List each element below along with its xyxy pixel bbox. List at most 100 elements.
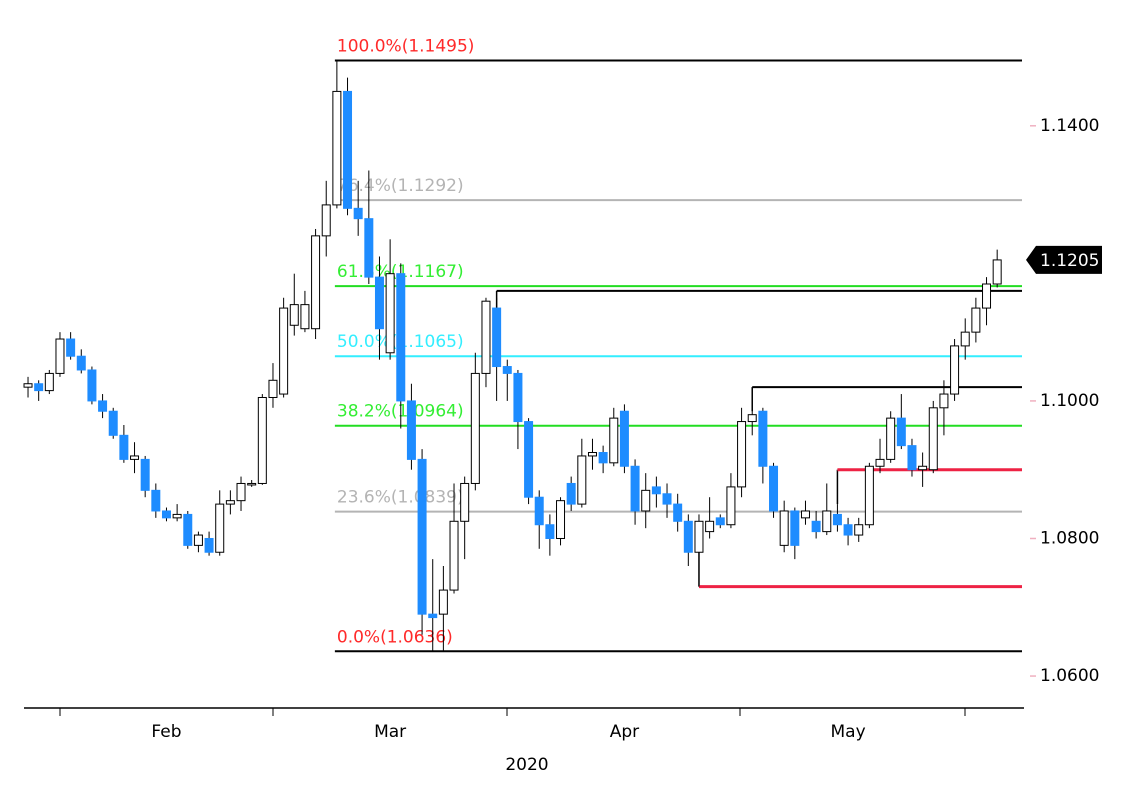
candle-body: [619, 410, 629, 467]
candle-body: [406, 400, 416, 460]
y-tick-label: 1.0800: [1040, 528, 1099, 548]
candle-body: [353, 207, 363, 220]
candle-body: [566, 482, 576, 505]
x-tick-label: Mar: [374, 722, 406, 742]
candle-body: [843, 524, 853, 536]
candle-body: [161, 510, 171, 519]
candle-body: [343, 90, 353, 209]
candle-body: [811, 520, 821, 533]
candle-body: [598, 452, 608, 464]
x-axis-label: 2020: [505, 755, 548, 775]
candle-body: [130, 455, 140, 460]
fib-label: 100.0%(1.1495): [337, 36, 475, 56]
x-tick-label: May: [830, 722, 865, 742]
candle-body: [864, 465, 874, 526]
candle-body: [630, 465, 640, 512]
candle-body: [396, 273, 406, 402]
candle-body: [300, 304, 310, 330]
candle-body: [769, 465, 779, 512]
candle-body: [502, 366, 512, 374]
x-tick-label: Apr: [610, 722, 639, 742]
candle-body: [193, 534, 203, 546]
y-tick-label: 1.0600: [1040, 666, 1099, 686]
candle-body: [44, 372, 54, 392]
candle-body: [524, 421, 534, 498]
candle-body: [971, 307, 981, 333]
candle-body: [374, 276, 384, 330]
last-price-label: 1.1205: [1040, 251, 1099, 271]
candle-body: [832, 513, 842, 526]
candle-body: [268, 379, 278, 398]
candle-body: [577, 455, 587, 505]
candle-body: [247, 482, 257, 486]
candle-body: [289, 304, 299, 326]
y-tick-label: 1.1400: [1040, 116, 1099, 136]
candle-body: [747, 414, 757, 423]
candle-body: [800, 510, 810, 519]
candle-body: [662, 493, 672, 505]
candle-body: [279, 307, 289, 395]
candle-body: [875, 458, 885, 467]
candle-body: [257, 396, 267, 484]
candle-body: [23, 383, 33, 388]
candle-body: [854, 524, 864, 536]
candle-body: [204, 537, 214, 553]
candle-body: [225, 500, 235, 505]
candle-body: [470, 372, 480, 484]
candle-body: [534, 496, 544, 526]
y-tick-label: 1.1000: [1040, 391, 1099, 411]
candle-body: [151, 489, 161, 512]
candle-body: [992, 259, 1002, 285]
candle-body: [332, 90, 342, 206]
candle-body: [673, 503, 683, 522]
candle-body: [694, 520, 704, 553]
candle-body: [481, 300, 491, 374]
candle-body: [907, 445, 917, 471]
candle-body: [119, 434, 129, 460]
candle-body: [428, 613, 438, 619]
candle-body: [556, 500, 566, 539]
candle-body: [66, 338, 76, 357]
x-tick-label: Feb: [151, 722, 181, 742]
fib-label: 38.2%(1.0964): [337, 402, 464, 422]
candle-body: [545, 524, 555, 539]
candle-body: [960, 331, 970, 347]
candle-body: [108, 410, 118, 436]
candle-body: [737, 421, 747, 488]
candle-body: [34, 383, 44, 392]
candle-body: [609, 417, 619, 464]
candle-body: [779, 510, 789, 546]
candle-body: [321, 204, 331, 237]
candle-body: [438, 589, 448, 615]
candle-body: [513, 372, 523, 423]
candle-body: [982, 283, 992, 309]
candle-body: [311, 235, 321, 330]
candle-body: [98, 400, 108, 412]
last-price-tag: [1026, 245, 1102, 274]
candle-body: [939, 393, 949, 409]
candle-body: [822, 510, 832, 533]
candle-body: [236, 482, 246, 502]
candle-body: [460, 482, 470, 522]
candle-body: [587, 452, 597, 457]
candle-body: [928, 407, 938, 471]
candle-body: [492, 307, 502, 368]
candle-body: [55, 338, 65, 374]
candle-body: [705, 520, 715, 533]
fib-label: 23.6%(1.0839): [337, 488, 464, 508]
candle-body: [449, 520, 459, 591]
candle-body: [758, 410, 768, 467]
candle-body: [651, 486, 661, 495]
candle-body: [87, 369, 97, 402]
candle-body: [417, 458, 427, 615]
candle-body: [140, 458, 150, 491]
candle-body: [215, 503, 225, 553]
candle-body: [172, 513, 182, 519]
candle-body: [76, 355, 86, 371]
candle-body: [790, 510, 800, 546]
candle-body: [715, 517, 725, 526]
candle-body: [683, 520, 693, 553]
candle-body: [183, 513, 193, 546]
